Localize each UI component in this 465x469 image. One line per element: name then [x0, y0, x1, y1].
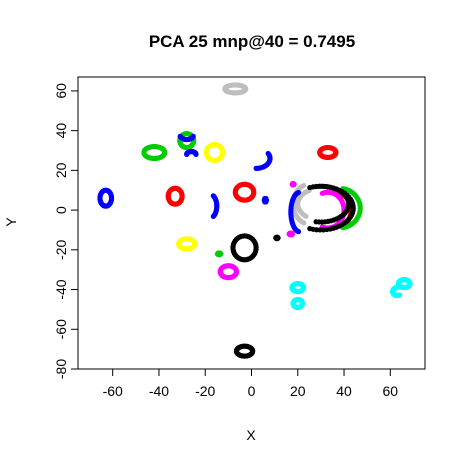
- cluster-cyan: [290, 296, 305, 311]
- cluster-magenta: [286, 230, 296, 238]
- series-yellow: [176, 141, 226, 252]
- x-axis: -60 -40 -20 0 20 40 60: [103, 369, 399, 399]
- data-point: [210, 193, 216, 199]
- cluster-magenta: [289, 180, 297, 188]
- cluster-red: [317, 144, 339, 161]
- data-point: [319, 190, 325, 196]
- cluster-red: [165, 185, 185, 207]
- data-point: [396, 292, 403, 298]
- x-tick-label: 20: [290, 383, 306, 399]
- y-tick-label: -40: [53, 279, 69, 299]
- y-tick-label: -20: [53, 239, 69, 259]
- data-point: [274, 235, 281, 242]
- x-axis-label: X: [246, 427, 256, 443]
- cluster-black: [230, 233, 259, 263]
- data-point: [242, 86, 249, 93]
- data-point: [219, 151, 226, 157]
- cluster-gray: [295, 187, 312, 219]
- data-point: [289, 232, 295, 238]
- cluster-blue: [261, 195, 270, 205]
- cluster-cyan: [395, 277, 413, 291]
- data-point: [251, 190, 257, 197]
- data-point: [299, 301, 305, 307]
- data-point: [253, 247, 259, 253]
- cluster-black: [313, 183, 352, 225]
- y-tick-label: -80: [53, 359, 69, 379]
- cluster-green: [141, 143, 168, 162]
- y-tick-label: 40: [53, 123, 69, 139]
- cluster-cyan: [390, 284, 403, 299]
- x-tick-label: -40: [149, 383, 169, 399]
- cluster-blue: [210, 193, 220, 220]
- x-tick-label: 60: [383, 383, 399, 399]
- cluster-blue: [97, 187, 115, 209]
- series-cyan: [289, 277, 413, 311]
- data-point: [217, 252, 223, 258]
- chart-title: PCA 25 mnp@40 = 0.7495: [149, 32, 355, 51]
- series-red: [165, 144, 354, 229]
- y-axis: -80 -60 -40 -20 0 20 40 60: [53, 83, 78, 379]
- cluster-blue: [288, 189, 302, 235]
- x-tick-label: -20: [195, 383, 215, 399]
- data-point: [407, 280, 413, 287]
- x-tick-label: 0: [248, 383, 256, 399]
- data-point: [307, 184, 313, 191]
- cluster-black: [273, 234, 281, 242]
- x-tick-label: 40: [336, 383, 352, 399]
- data-point: [291, 182, 297, 188]
- plot-area: [77, 76, 426, 370]
- data-point: [303, 213, 309, 219]
- y-axis-label: Y: [3, 217, 19, 227]
- data-point: [162, 150, 168, 157]
- data-point: [301, 220, 307, 226]
- cluster-black: [233, 343, 256, 359]
- y-tick-label: 60: [53, 83, 69, 99]
- cluster-yellow: [203, 141, 226, 164]
- cluster-yellow: [176, 236, 198, 252]
- cluster-red: [232, 181, 257, 203]
- y-tick-label: 0: [53, 206, 69, 214]
- y-tick-label: -60: [53, 319, 69, 339]
- data-point: [333, 150, 339, 156]
- cluster-blue: [253, 150, 273, 171]
- cluster-green: [214, 250, 224, 258]
- data-point: [263, 199, 269, 205]
- data-point: [249, 349, 256, 355]
- y-tick-label: 20: [53, 162, 69, 178]
- data-point: [313, 183, 319, 190]
- data-point: [192, 242, 198, 248]
- data-point: [179, 194, 185, 201]
- cluster-cyan: [289, 280, 307, 295]
- cluster-magenta: [217, 263, 240, 281]
- data-point: [233, 270, 239, 276]
- cluster-blue: [177, 133, 196, 143]
- series-blue: [97, 133, 302, 235]
- data-point: [300, 285, 307, 291]
- data-point: [190, 133, 196, 139]
- cluster-blue: [184, 148, 199, 158]
- data-point: [295, 229, 302, 235]
- data-point: [184, 151, 190, 158]
- x-tick-label: -60: [103, 383, 123, 399]
- data-point: [108, 196, 115, 203]
- plot-frame: [77, 76, 426, 370]
- series-black: [230, 183, 356, 359]
- data-point: [265, 150, 271, 157]
- point-layer: [97, 82, 413, 359]
- cluster-gray: [222, 82, 249, 96]
